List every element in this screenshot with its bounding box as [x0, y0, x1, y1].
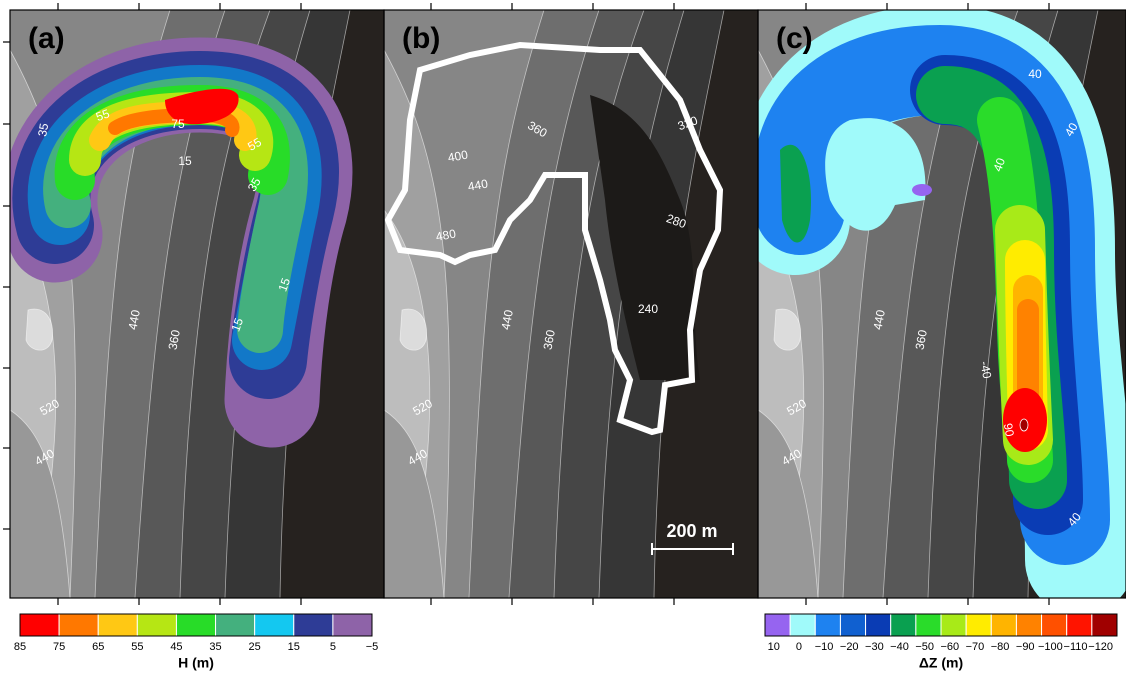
- colorbar-swatch: [915, 613, 942, 637]
- contour-label: 35: [245, 175, 264, 194]
- contour-label: 40: [990, 156, 1008, 174]
- contour-label: 360: [166, 328, 183, 350]
- colorbar-swatch: [175, 613, 217, 637]
- ticks: [3, 3, 1050, 605]
- colorbar-swatch: [332, 613, 373, 637]
- colorbar-tick-label: 55: [131, 641, 143, 653]
- colorbar-swatch: [764, 613, 791, 637]
- colorbar-frame: [764, 613, 1118, 637]
- colorbar-tick-label: −90: [1016, 641, 1035, 653]
- colorbar-swatch: [814, 613, 841, 637]
- colorbar-frame: [19, 613, 373, 637]
- contour-label: 75: [171, 117, 185, 131]
- contour-label: 440: [499, 308, 516, 330]
- colorbar-tick-label: −30: [865, 641, 884, 653]
- contour-label: 15: [228, 316, 246, 334]
- panel-c: [758, 10, 1126, 598]
- contour-label: 15: [275, 276, 293, 294]
- contour-label: 40: [1028, 67, 1042, 81]
- colorbar-swatch: [965, 613, 992, 637]
- panel-label: (c): [776, 22, 813, 55]
- colorbar-swatch: [58, 613, 99, 637]
- colorbar-swatch: [19, 613, 60, 637]
- colorbar-tick-label: −100: [1038, 641, 1063, 653]
- colorbar-tick-label: 5: [330, 641, 336, 653]
- contour-label: 440: [871, 308, 888, 330]
- colorbar-tick-label: 65: [92, 641, 104, 653]
- colorbar-tick-label: −40: [890, 641, 909, 653]
- colorbar-swatch: [293, 613, 334, 637]
- scale-bar-label: 200 m: [666, 521, 717, 541]
- colorbar-tick-label: 25: [249, 641, 261, 653]
- contour-label: -40: [977, 360, 994, 380]
- contour-label: 90: [1001, 422, 1017, 438]
- colorbar-swatch: [890, 613, 917, 637]
- colorbar-swatch: [789, 613, 816, 637]
- contour-label: 440: [126, 308, 143, 330]
- contour-label: 440: [467, 176, 489, 193]
- contour-label: 55: [94, 106, 112, 124]
- colorbar-swatch: [254, 613, 295, 637]
- panel-label: (a): [28, 22, 65, 55]
- colorbar-tick-label: −60: [940, 641, 959, 653]
- colorbar-swatch: [1015, 613, 1043, 637]
- colorbar-tick-label: 45: [170, 641, 182, 653]
- colorbar-tick-label: −70: [966, 641, 985, 653]
- colorbar-swatch: [1091, 613, 1118, 637]
- colorbar-tick-label: −5: [366, 641, 379, 653]
- panel-b: [384, 10, 758, 598]
- colorbar-tick-label: −80: [991, 641, 1010, 653]
- colorbar-tick-label: −20: [840, 641, 859, 653]
- colorbar-tick-label: −110: [1064, 641, 1088, 653]
- contour-label: 35: [35, 122, 51, 138]
- colorbar-tick-label: 75: [53, 641, 65, 653]
- colorbar-swatch: [136, 613, 177, 637]
- colorbar-tick-label: 35: [209, 641, 221, 653]
- panel-label: (b): [402, 22, 440, 55]
- colorbar-tick-label: −10: [815, 641, 834, 653]
- contour-label: 480: [435, 226, 457, 243]
- colorbar-title: ΔZ (m): [919, 655, 963, 671]
- colorbar-tick-label: 15: [288, 641, 300, 653]
- colorbar-swatch: [1066, 613, 1093, 637]
- colorbars: 85 75 65 55 45 35 25 15 5 −5H (m)10 0 −10 −20 −30 −40−…: [14, 613, 1118, 671]
- contour-label: 400: [447, 147, 469, 164]
- colorbar-tick-label: 85: [14, 641, 26, 653]
- frames: [9, 9, 1126, 599]
- colorbar-swatch: [839, 613, 867, 637]
- colorbar-title: H (m): [178, 655, 214, 671]
- colorbar-swatch: [1041, 613, 1068, 637]
- colorbar-swatch: [940, 613, 967, 637]
- contour-label: 15: [178, 154, 192, 168]
- colorbar-swatch: [215, 613, 256, 637]
- contour-label: 360: [541, 328, 558, 350]
- contour-label: 280: [664, 211, 688, 231]
- colorbar-tick-label: −50: [915, 641, 934, 653]
- contour-label: 360: [913, 328, 930, 350]
- panel-a: [10, 10, 384, 598]
- contour-label: 240: [638, 302, 658, 316]
- colorbar-tick-label: 0: [796, 641, 802, 653]
- contour-label: 320: [676, 113, 700, 133]
- contour-label: 55: [245, 135, 264, 154]
- colorbar-swatch: [990, 613, 1017, 637]
- colorbar-tick-label: −120: [1088, 641, 1113, 653]
- colorbar-swatch: [865, 613, 892, 637]
- colorbar-tick-label: 10: [768, 641, 780, 653]
- colorbar-swatch: [97, 613, 138, 637]
- contour-label: 40: [1062, 120, 1081, 139]
